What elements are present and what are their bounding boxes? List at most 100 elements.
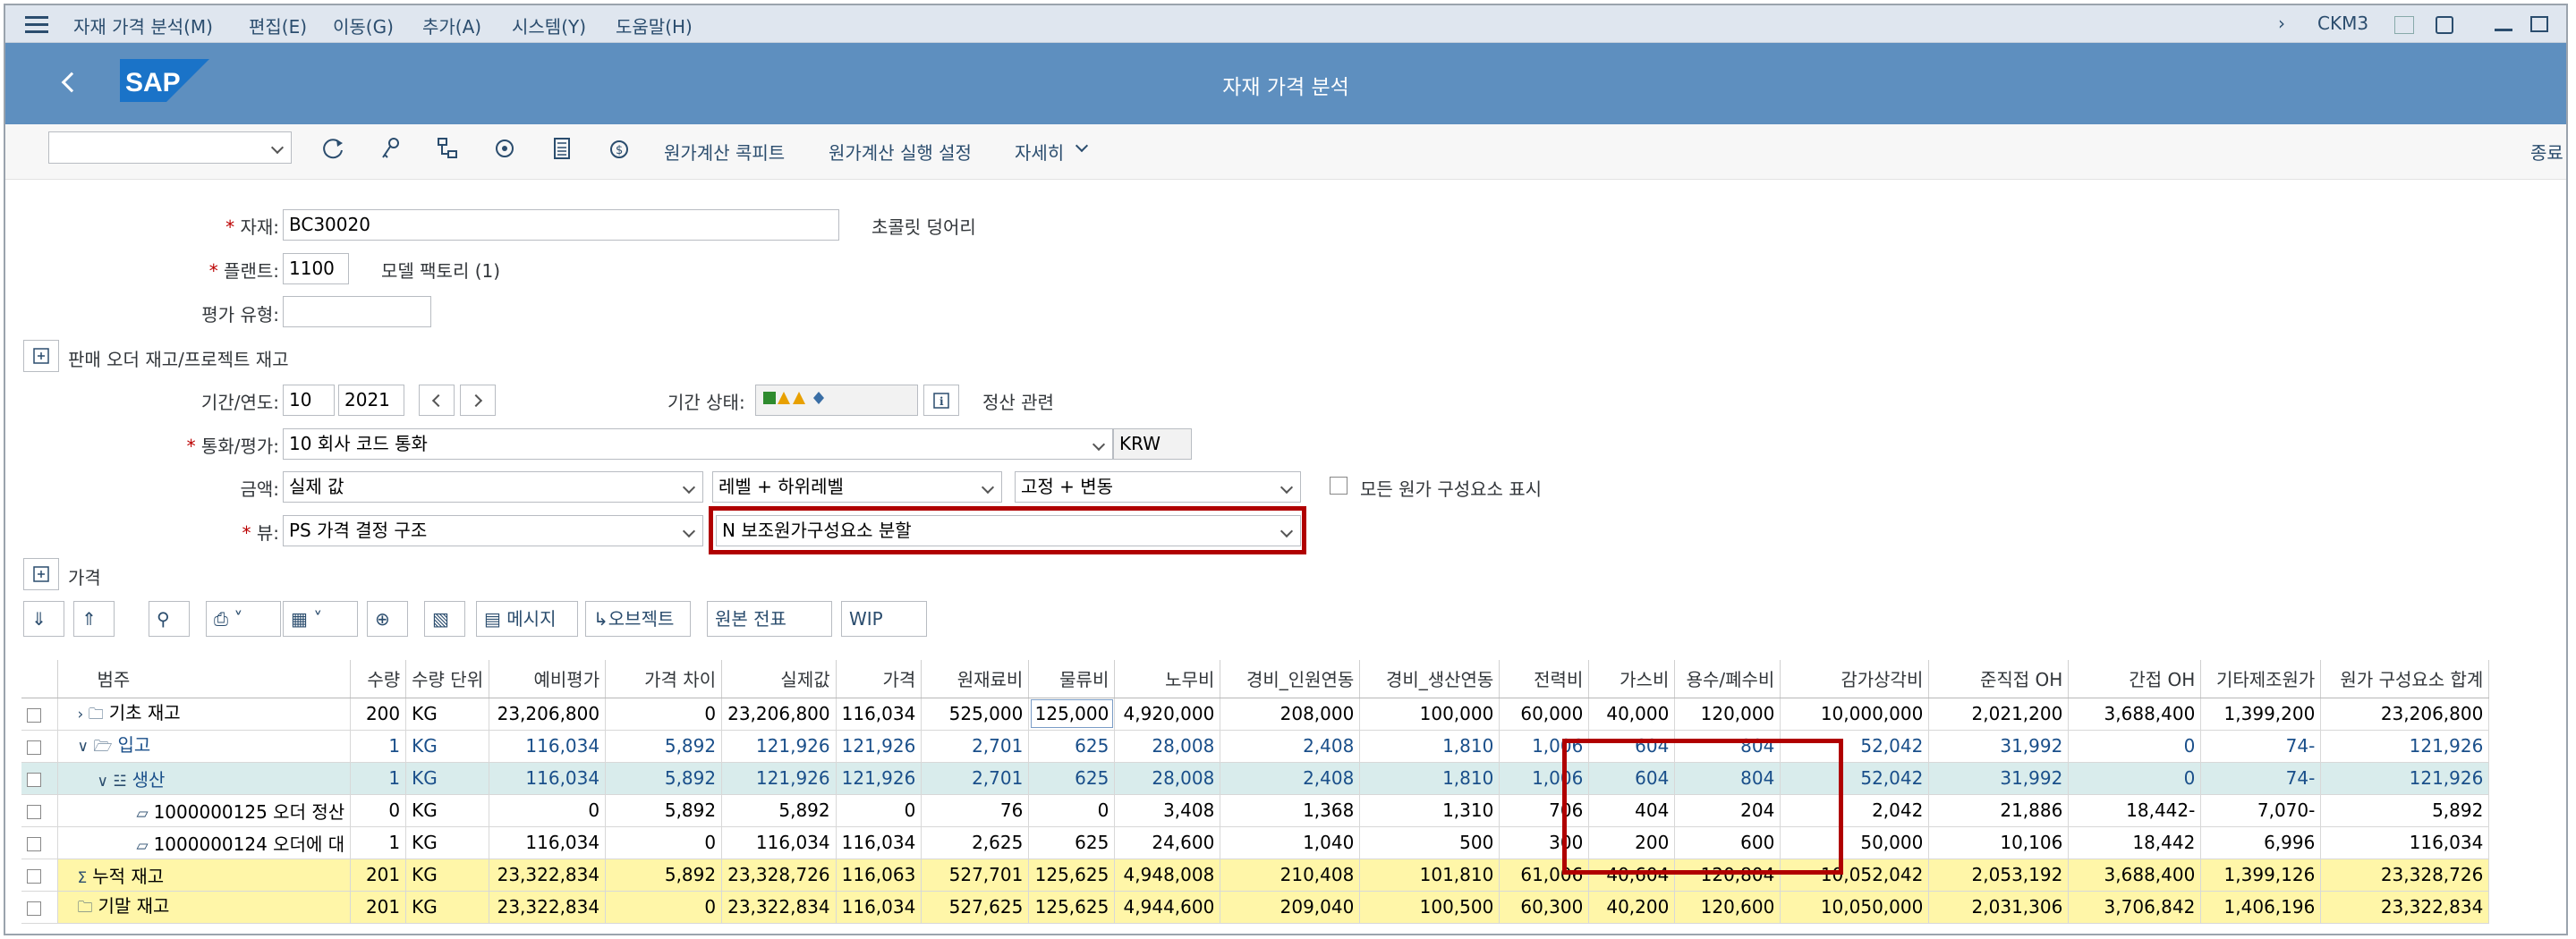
- zoom-icon[interactable]: ⊕: [367, 601, 408, 637]
- table-cell[interactable]: 0: [605, 826, 723, 859]
- table-cell[interactable]: 200: [350, 698, 407, 731]
- table-row[interactable]: ▱ 1000000125 오더 정산 0 KG 0 5,892 5,892 0 76 0 3,408…: [21, 794, 2490, 827]
- table-cell[interactable]: 209,040: [1220, 891, 1361, 924]
- collapse-all-icon[interactable]: ⇑: [73, 601, 115, 637]
- table-cell[interactable]: 1,368: [1220, 794, 1361, 827]
- table-cell[interactable]: 23,328,726: [721, 859, 837, 892]
- column-header[interactable]: 실제값: [721, 660, 837, 698]
- table-cell[interactable]: 625: [1028, 730, 1116, 763]
- amount-select[interactable]: 실제 값: [283, 471, 703, 503]
- table-cell[interactable]: 121,926: [836, 762, 922, 795]
- table-cell[interactable]: 625: [1028, 826, 1116, 859]
- table-cell[interactable]: 116,063: [836, 859, 922, 892]
- table-cell[interactable]: 121,926: [2320, 762, 2490, 795]
- message-button[interactable]: ▤ 메시지: [476, 601, 578, 637]
- table-cell[interactable]: 527,625: [921, 891, 1030, 924]
- table-cell[interactable]: 527,701: [921, 859, 1030, 892]
- table-cell[interactable]: 1: [350, 826, 407, 859]
- column-header[interactable]: 경비_인원연동: [1220, 660, 1361, 698]
- chevron-right-icon[interactable]: ›: [2278, 13, 2285, 34]
- table-cell[interactable]: 2,408: [1220, 730, 1361, 763]
- column-header[interactable]: 범주: [57, 660, 352, 698]
- table-row[interactable]: › 🗀 기초 재고 200 KG 23,206,800 0 23,206,800 116,03…: [21, 698, 2490, 731]
- table-cell[interactable]: 120,000: [1674, 698, 1781, 731]
- layout-icon[interactable]: ▦ ˅: [283, 601, 358, 637]
- folder-icon[interactable]: › 🗀: [77, 706, 104, 723]
- category-cell[interactable]: ∨ 🗁 입고: [57, 730, 352, 763]
- category-cell[interactable]: ∨ ☳ 생산: [57, 762, 352, 795]
- table-cell[interactable]: 1,006: [1499, 762, 1590, 795]
- table-cell[interactable]: 5,892: [605, 859, 723, 892]
- table-cell[interactable]: 23,322,834: [489, 859, 607, 892]
- column-header[interactable]: 간접 OH: [2068, 660, 2202, 698]
- cost-icon[interactable]: $: [607, 136, 632, 161]
- more-button[interactable]: 자세히: [1015, 142, 1065, 164]
- hamburger-icon[interactable]: [25, 14, 48, 34]
- category-cell[interactable]: ▱ 1000000125 오더 정산: [57, 794, 352, 827]
- column-header[interactable]: 준직접 OH: [1928, 660, 2070, 698]
- costing-cockpit-button[interactable]: 원가계산 콕피트: [664, 142, 786, 164]
- table-row[interactable]: 🗀 기말 재고 201 KG 23,322,834 0 23,322,834 116,034 5…: [21, 891, 2490, 924]
- table-cell[interactable]: 5,892: [605, 762, 723, 795]
- table-cell[interactable]: 804: [1674, 730, 1781, 763]
- print-icon[interactable]: ⎙ ˅: [206, 601, 281, 637]
- command-field[interactable]: [48, 131, 292, 164]
- table-cell[interactable]: 23,206,800: [2320, 698, 2490, 731]
- table-cell[interactable]: 525,000: [921, 698, 1030, 731]
- table-cell[interactable]: 2,625: [921, 826, 1030, 859]
- folder-icon[interactable]: 🗀: [77, 899, 93, 917]
- table-cell[interactable]: 201: [350, 859, 407, 892]
- table-cell[interactable]: 61,006: [1499, 859, 1590, 892]
- table-cell[interactable]: 4,944,600: [1114, 891, 1221, 924]
- order-icon[interactable]: ▱: [136, 836, 149, 855]
- table-cell[interactable]: 28,008: [1114, 762, 1221, 795]
- table-cell[interactable]: 121,926: [721, 730, 837, 763]
- category-cell[interactable]: Σ 누적 재고: [57, 859, 352, 892]
- table-cell[interactable]: KG: [405, 762, 490, 795]
- table-row[interactable]: ▱ 1000000124 오더에 대 1 KG 116,034 0 116,034 116,0…: [21, 826, 2490, 859]
- table-cell[interactable]: 10,000,000: [1780, 698, 1930, 731]
- table-cell[interactable]: KG: [405, 891, 490, 924]
- select-column-header[interactable]: [21, 660, 58, 698]
- view-select[interactable]: PS 가격 결정 구조: [283, 515, 703, 546]
- table-cell[interactable]: 0: [836, 794, 922, 827]
- table-cell[interactable]: 5,892: [721, 794, 837, 827]
- level-select[interactable]: 레벨 + 하위레벨: [712, 471, 1002, 503]
- table-cell[interactable]: 1,399,200: [2200, 698, 2322, 731]
- table-cell[interactable]: 0: [605, 891, 723, 924]
- table-cell[interactable]: 120,600: [1674, 891, 1781, 924]
- table-cell[interactable]: 40,200: [1588, 891, 1676, 924]
- table-cell[interactable]: 5,892: [605, 794, 723, 827]
- table-cell[interactable]: 23,328,726: [2320, 859, 2490, 892]
- all-components-checkbox[interactable]: [1330, 477, 1348, 495]
- table-cell[interactable]: 10,050,000: [1780, 891, 1930, 924]
- table-cell[interactable]: 101,810: [1359, 859, 1501, 892]
- sum-icon[interactable]: Σ: [77, 868, 88, 887]
- table-cell[interactable]: 1,399,126: [2200, 859, 2322, 892]
- table-cell[interactable]: 121,926: [721, 762, 837, 795]
- row-select-checkbox[interactable]: [21, 730, 58, 763]
- table-cell[interactable]: 116,034: [721, 826, 837, 859]
- column-header[interactable]: 노무비: [1114, 660, 1221, 698]
- table-cell[interactable]: 125,625: [1028, 891, 1116, 924]
- hierarchy-icon[interactable]: [435, 136, 460, 161]
- table-cell[interactable]: 1,810: [1359, 730, 1501, 763]
- table-cell[interactable]: KG: [405, 698, 490, 731]
- table-cell[interactable]: 52,042: [1780, 762, 1930, 795]
- cost-component-split-select[interactable]: N 보조원가구성요소 분할: [716, 515, 1301, 546]
- table-cell[interactable]: 0: [489, 794, 607, 827]
- table-cell[interactable]: 1,310: [1359, 794, 1501, 827]
- column-header[interactable]: 경비_생산연동: [1359, 660, 1501, 698]
- table-row[interactable]: Σ 누적 재고 201 KG 23,322,834 5,892 23,328,726 116,…: [21, 859, 2490, 892]
- table-cell[interactable]: 23,206,800: [721, 698, 837, 731]
- table-cell[interactable]: 28,008: [1114, 730, 1221, 763]
- table-cell[interactable]: 204: [1674, 794, 1781, 827]
- table-cell[interactable]: 60,300: [1499, 891, 1590, 924]
- maximize-icon[interactable]: [2530, 16, 2548, 32]
- table-row[interactable]: ∨ 🗁 입고 1 KG 116,034 5,892 121,926 121,926 2,701 6…: [21, 730, 2490, 763]
- table-cell[interactable]: 116,034: [836, 698, 922, 731]
- table-cell[interactable]: 60,000: [1499, 698, 1590, 731]
- expand-all-icon[interactable]: ⇓: [23, 601, 64, 637]
- table-cell[interactable]: 23,322,834: [489, 891, 607, 924]
- table-cell[interactable]: 500: [1359, 826, 1501, 859]
